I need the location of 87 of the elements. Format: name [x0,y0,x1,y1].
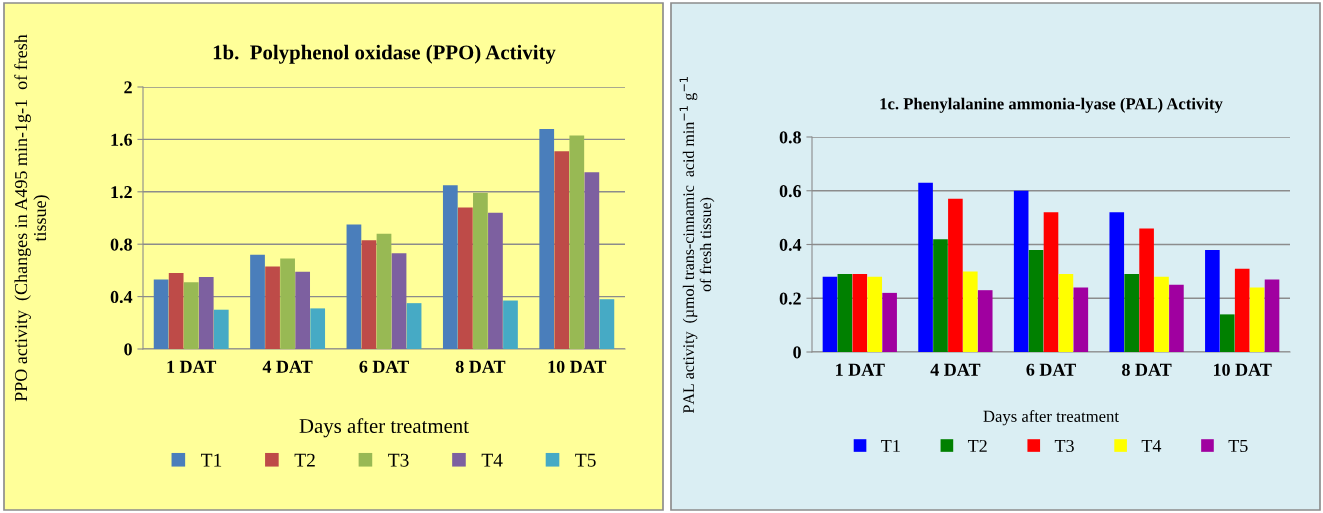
y-tick-label: 0.8 [110,238,132,251]
bar [457,207,473,349]
bar [391,253,407,349]
bar [442,185,458,349]
bar [250,254,265,349]
bar [265,266,280,349]
bar [153,279,169,349]
y-tick-label: 0 [124,343,132,356]
bar [1205,249,1220,352]
legend-label: T1 [881,439,900,452]
x-tick-label: 4 DAT [262,360,313,373]
bar [168,273,184,349]
bar [1058,274,1074,352]
bar [948,198,963,352]
bar [1169,284,1184,352]
y-tick-label: 0.4 [110,290,133,304]
x-tick-label: 4 DAT [930,363,981,376]
bar [977,290,993,352]
x-tick-label: 10 DAT [548,360,607,373]
chart-title: 1b. Polyphenol oxidase (PPO) Activity [213,44,556,64]
bar [918,182,933,352]
legend-label: T1 [201,453,222,467]
legend-label: T3 [388,453,409,467]
bar [1249,287,1265,352]
x-tick-label: 6 DAT [1026,363,1076,376]
y-tick-label: 2 [124,81,132,94]
bar [599,299,615,349]
legend-label: T3 [1054,439,1074,453]
bar [1139,228,1154,352]
bar [346,224,362,349]
bar [1028,249,1044,352]
bar [822,276,838,352]
text: PAL activity (µmol trans-cinnamic acid min$^{−1}$ g$^{−1}$ of fresh tissue) [679,77,715,414]
bar [295,271,311,349]
bar [963,271,978,352]
bar [1043,212,1059,352]
bar [213,309,229,349]
x-tick-label: 1 DAT [836,363,885,376]
bar [1109,212,1125,352]
legend-label: T4 [481,453,503,467]
y-tick-label: 0 [793,346,801,359]
y-tick-label: 0.8 [779,131,801,144]
x-tick-label: 8 DAT [455,360,506,373]
bar [867,276,883,352]
legend-label: T5 [575,453,596,467]
y-tick-label: 0.2 [779,292,801,305]
bar [1013,190,1029,352]
y-axis-title: PPO activity (Changes in A495 min-1g-1 of fresh tissue) [14,34,50,402]
bar [473,193,488,349]
bar [1234,268,1250,352]
x-axis-title: Days after treatment [983,410,1119,426]
bar [1124,274,1139,352]
bar [539,128,555,349]
bar [376,233,392,349]
bar [837,274,853,352]
bar [361,240,377,349]
x-tick-label: 6 DAT [359,360,409,373]
legend-label: T2 [967,439,987,452]
bar [1154,276,1169,352]
x-axis-title: Days after treatment [299,418,469,438]
bar [1219,314,1235,352]
bar [569,135,585,349]
x-tick-label: 1 DAT [167,360,217,373]
bar [183,282,199,349]
bar [882,292,897,352]
bar [280,258,295,349]
y-tick-label: 1.6 [111,133,133,146]
bar [554,151,570,349]
bar [1073,287,1089,352]
legend-label: T2 [294,453,315,467]
y-tick-label: 1.2 [111,186,132,199]
bar [310,308,326,349]
bar [933,239,948,352]
bar [488,212,503,349]
legend-label: T4 [1141,439,1162,452]
legend-label: T5 [1228,440,1248,453]
chart-title: 1c. Phenylalanine ammonia-lyase (PAL) Activity [880,97,1223,113]
bar [503,300,518,349]
y-tick-label: 0.4 [779,238,802,252]
bar [406,303,422,349]
bar [1264,279,1280,352]
y-tick-label: 0.6 [779,185,802,198]
x-tick-label: 10 DAT [1213,363,1272,376]
x-tick-label: 8 DAT [1122,363,1172,376]
bar [198,276,214,349]
bar [584,172,600,349]
bar [852,274,868,352]
